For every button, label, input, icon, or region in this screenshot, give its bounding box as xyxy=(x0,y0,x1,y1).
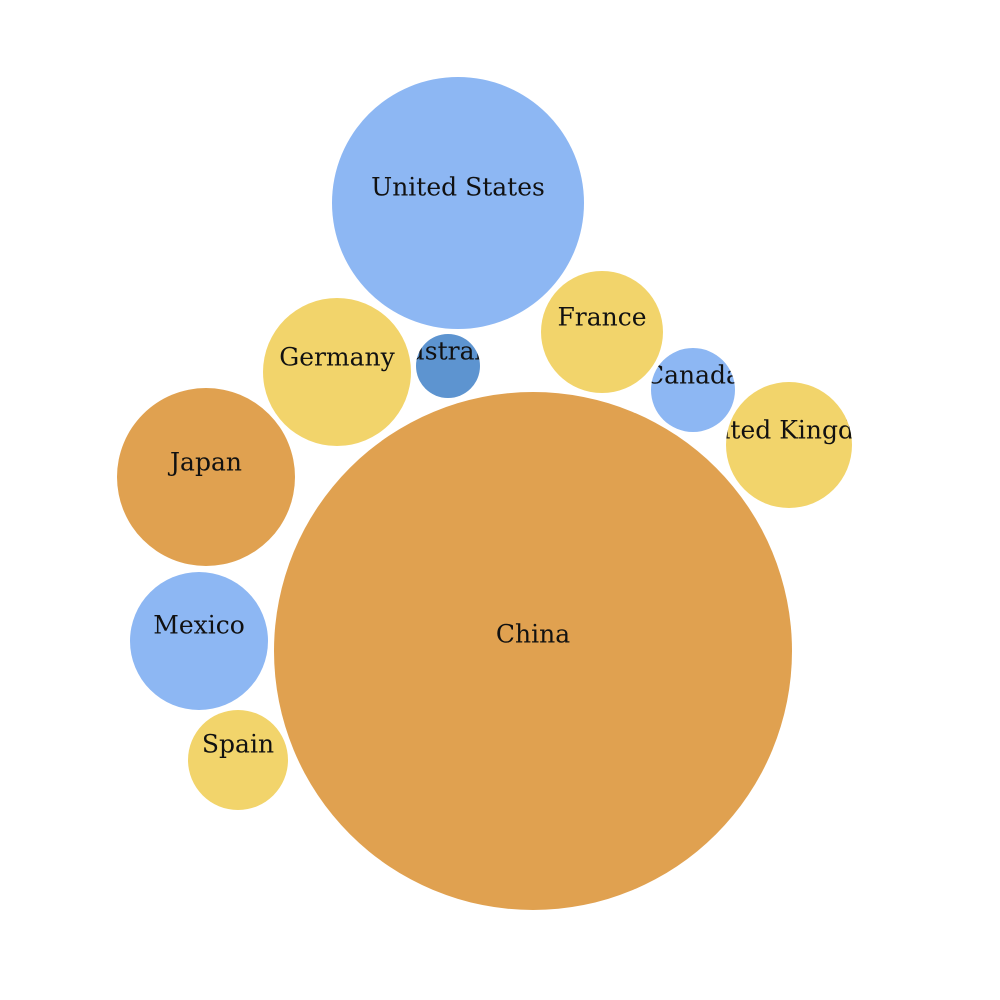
bubble-label-germany: Germany xyxy=(279,343,395,372)
bubble-circle-united-states xyxy=(332,77,584,329)
bubble-germany: Germany xyxy=(263,298,411,446)
bubble-label-united-kingdom: United Kingdom xyxy=(685,416,893,445)
bubble-circle-australia xyxy=(416,334,480,398)
bubble-circle-japan xyxy=(117,388,295,566)
bubble-canada: Canada xyxy=(645,348,741,432)
bubble-label-japan: Japan xyxy=(167,448,242,477)
bubble-united-kingdom: United Kingdom xyxy=(685,382,893,508)
bubble-label-united-states: United States xyxy=(371,173,545,202)
bubble-label-china: China xyxy=(496,620,570,649)
bubble-label-canada: Canada xyxy=(645,361,741,390)
bubbles-layer: China United States Japan Germany Mexico Unit… xyxy=(117,77,893,910)
bubble-label-mexico: Mexico xyxy=(153,611,245,640)
bubble-united-states: United States xyxy=(332,77,584,329)
bubble-circle-france xyxy=(541,271,663,393)
bubble-mexico: Mexico xyxy=(130,572,268,710)
bubble-spain: Spain xyxy=(188,710,288,810)
bubble-circle-mexico xyxy=(130,572,268,710)
bubble-france: France xyxy=(541,271,663,393)
bubble-label-france: France xyxy=(557,303,646,332)
bubble-label-spain: Spain xyxy=(202,730,274,759)
bubble-china: China xyxy=(274,392,792,910)
bubble-circle-spain xyxy=(188,710,288,810)
bubble-circle-germany xyxy=(263,298,411,446)
bubble-circle-united-kingdom xyxy=(726,382,852,508)
bubble-japan: Japan xyxy=(117,388,295,566)
bubble-circle-canada xyxy=(651,348,735,432)
bubble-circle-china xyxy=(274,392,792,910)
